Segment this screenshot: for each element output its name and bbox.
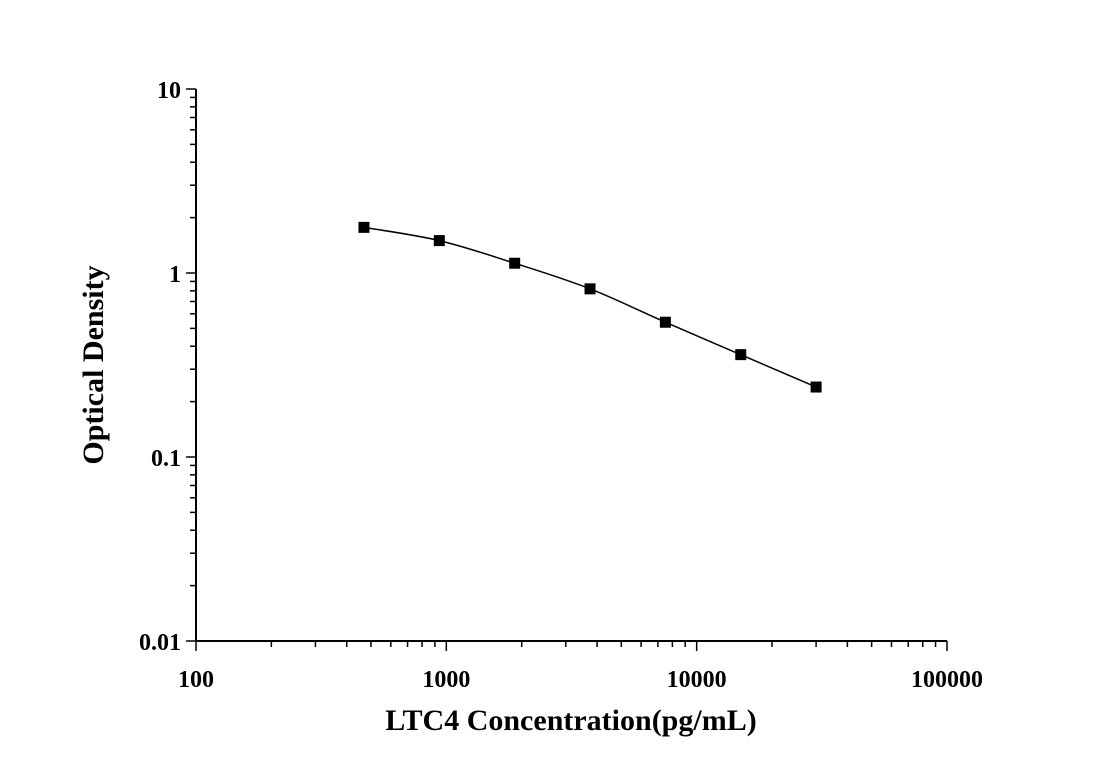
x-tick-label: 100 xyxy=(178,667,214,693)
data-point xyxy=(584,283,596,295)
y-tick-label: 10 xyxy=(157,78,181,104)
data-point xyxy=(810,381,822,393)
tick-labels: 100 1000 10000 100000 0.01 0.1 1 10 xyxy=(139,78,983,693)
data-point xyxy=(509,257,521,269)
x-tick-label: 1000 xyxy=(422,667,470,693)
y-axis-title: Optical Density xyxy=(77,265,110,464)
ticks xyxy=(186,88,948,651)
x-tick-label: 10000 xyxy=(667,667,727,693)
x-tick-label: 100000 xyxy=(911,667,983,693)
y-tick-label: 0.01 xyxy=(139,630,181,656)
data-point xyxy=(358,221,370,233)
data-point xyxy=(659,316,671,328)
data-point xyxy=(433,235,445,247)
axes xyxy=(195,89,947,642)
x-axis-title: LTC4 Concentration(pg/mL) xyxy=(385,704,756,737)
data-markers xyxy=(358,221,822,393)
fit-curve xyxy=(363,226,817,388)
data-point xyxy=(735,349,747,361)
y-tick-label: 1 xyxy=(169,262,181,288)
y-tick-label: 0.1 xyxy=(151,446,181,472)
